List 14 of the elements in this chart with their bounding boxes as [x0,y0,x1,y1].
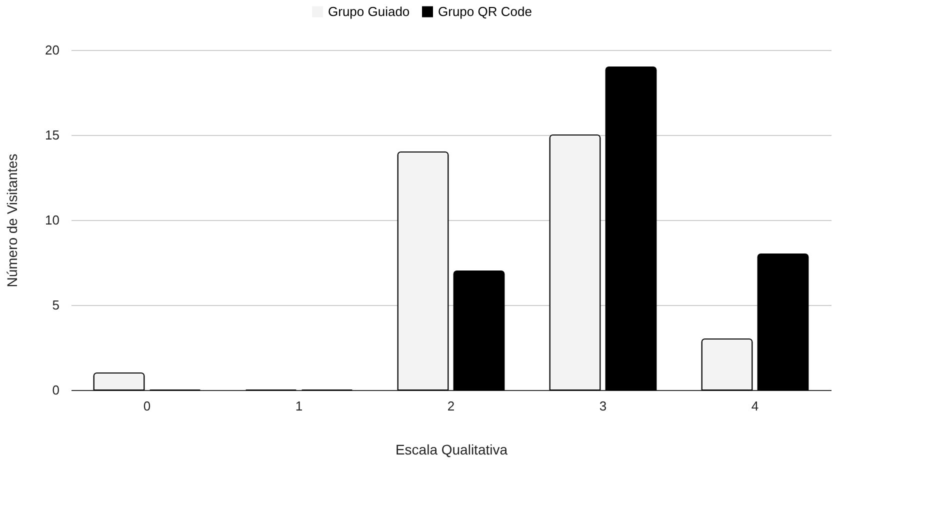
x-tick-label: 1 [295,398,303,414]
x-tick-label: 2 [447,398,455,414]
y-tick-label: 5 [52,298,60,312]
x-axis-title: Escala Qualitativa [395,442,508,458]
legend-label: Grupo QR Code [438,4,532,19]
y-tick-label: 20 [45,42,60,58]
y-tick-label: 15 [45,128,60,142]
legend-label: Grupo Guiado [328,4,410,19]
x-tick-label: 4 [751,398,759,414]
y-tick-label: 10 [45,212,60,228]
y-axis-title: Número de Visitantes [4,154,20,288]
x-tick-label: 3 [599,398,607,414]
x-tick-label: 0 [143,398,151,414]
y-tick-label: 0 [52,382,60,398]
